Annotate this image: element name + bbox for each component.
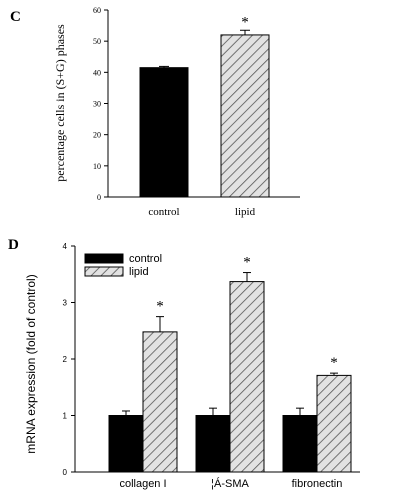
- panel-d-y-tick-label: 2: [63, 355, 68, 364]
- panel-c-y-tick-label: 40: [93, 68, 101, 77]
- panel-d-y-axis-title: mRNA expression (fold of control): [24, 274, 38, 453]
- panel-c-x-label: control: [148, 206, 179, 218]
- panel-c-y-tick-label: 0: [97, 193, 101, 202]
- panel-d-bar-lipid: [229, 281, 265, 473]
- panel-d-x-label: collagen I: [119, 478, 166, 490]
- panel-c-chart: C percentage cells in (S+G) phases 0 10 20…: [10, 6, 300, 218]
- panel-d-y-tick-label: 3: [63, 299, 68, 308]
- panel-c-x-label: lipid: [235, 206, 256, 218]
- panel-c-bar-control: [139, 67, 189, 198]
- panel-d-legend-label: control: [129, 253, 162, 265]
- panel-c-y-tick-label: 10: [93, 162, 101, 171]
- panel-c-label: C: [10, 9, 21, 25]
- panel-c-significance-asterisk: *: [241, 14, 249, 30]
- panel-d-x-labels: collagen I ¦Á-SMA fibronectin: [119, 477, 342, 490]
- panel-d-bars: * * *: [108, 255, 352, 473]
- panel-d-significance-asterisk: *: [156, 299, 164, 315]
- panel-c-axes: [107, 10, 300, 198]
- panel-c-bars: *: [139, 14, 270, 198]
- panel-c-y-tick-label: 30: [93, 100, 101, 109]
- panel-c-y-ticks: 0 10 20 30 40 50 60: [93, 6, 108, 202]
- panel-d-x-label: fibronectin: [292, 478, 343, 490]
- panel-d-y-tick-label: 0: [63, 468, 68, 477]
- panel-d-bar-lipid: [316, 374, 352, 473]
- panel-d-legend-label: lipid: [129, 266, 149, 278]
- panel-c-bar-lipid: [220, 34, 270, 198]
- panel-d-chart: D mRNA expression (fold of control) 0 1 2 3…: [8, 237, 360, 490]
- panel-d-bar-control: [195, 415, 231, 473]
- panel-d-label: D: [8, 237, 19, 253]
- panel-d-y-tick-label: 4: [63, 242, 68, 251]
- panel-c-y-tick-label: 50: [93, 37, 101, 46]
- panel-d-bar-control: [108, 415, 144, 473]
- panel-d-legend-swatch-control: [84, 253, 124, 264]
- panel-d-significance-asterisk: *: [330, 355, 338, 371]
- panel-d-y-ticks: 0 1 2 3 4: [63, 242, 75, 477]
- panel-c-y-tick-label: 20: [93, 131, 101, 140]
- panel-d-bar-lipid: [142, 331, 178, 473]
- panel-c-x-labels: control lipid: [148, 206, 255, 218]
- panel-d-x-label: ¦Á-SMA: [211, 477, 249, 490]
- panel-d-legend-swatch-lipid: [84, 266, 124, 277]
- panel-c-y-tick-label: 60: [93, 6, 101, 15]
- panel-d-y-tick-label: 1: [63, 412, 68, 421]
- panel-d-bar-control: [282, 415, 318, 473]
- panel-d-significance-asterisk: *: [243, 255, 251, 271]
- panel-c-y-axis-title: percentage cells in (S+G) phases: [53, 24, 67, 182]
